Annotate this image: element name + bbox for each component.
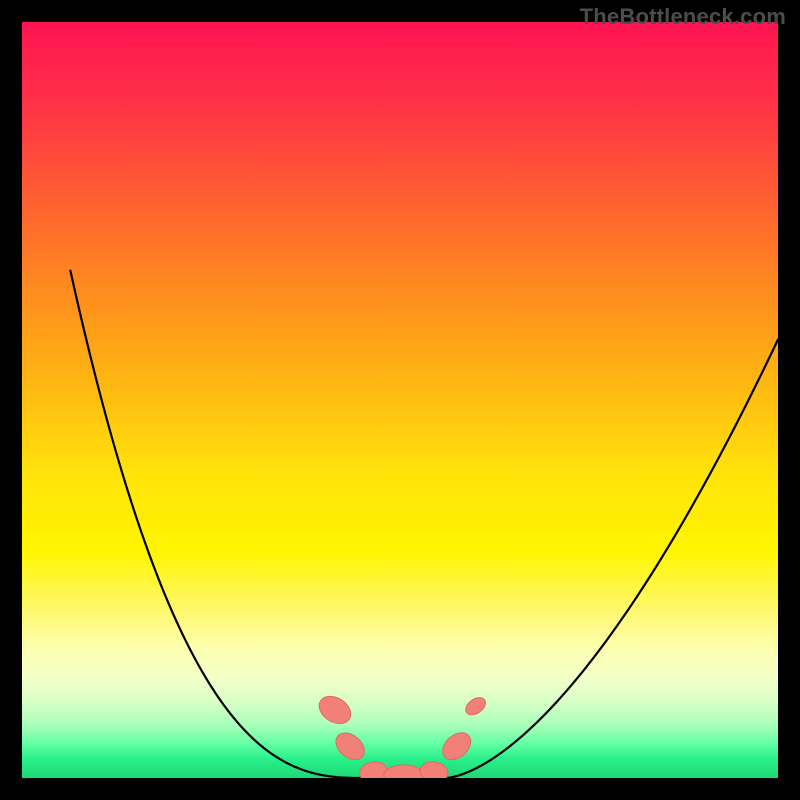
plot-area	[22, 22, 778, 778]
watermark-text: TheBottleneck.com	[580, 4, 786, 30]
gradient-background	[22, 22, 778, 778]
chart-frame: TheBottleneck.com	[0, 0, 800, 800]
